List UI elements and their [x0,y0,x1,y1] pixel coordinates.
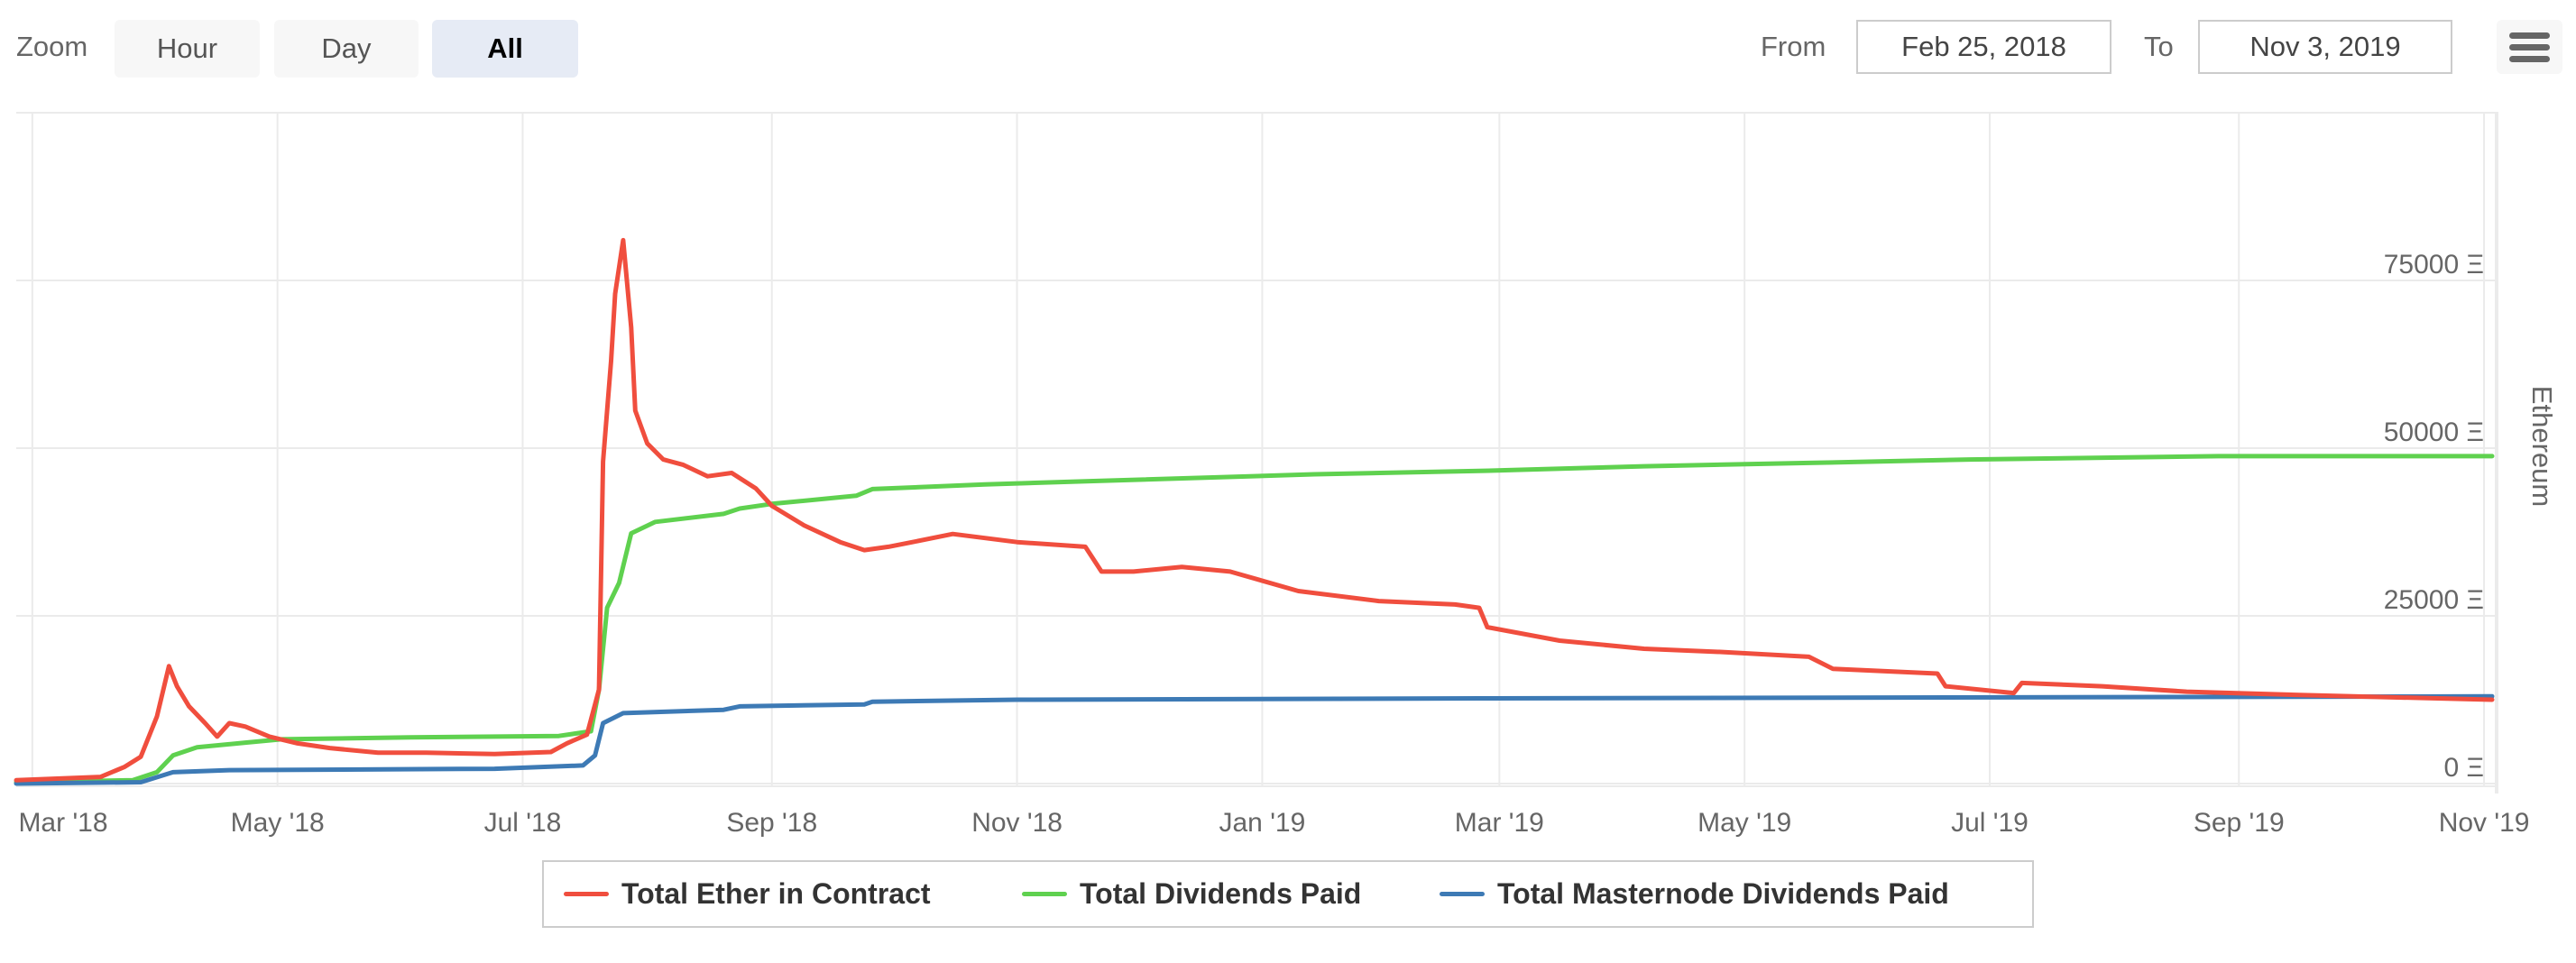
legend-swatch [564,892,609,896]
x-tick-label: Sep '18 [726,808,817,838]
x-tick-label: Mar '18 [18,808,107,838]
series-line-2[interactable] [14,693,2495,786]
hamburger-menu-icon [2509,44,2550,50]
chart-legend: Total Ether in Contract Total Dividends … [542,860,2034,928]
from-date-input[interactable] [1856,20,2111,74]
x-tick-label: Mar '19 [1455,808,1544,838]
legend-label: Total Dividends Paid [1080,877,1362,910]
legend-label: Total Ether in Contract [621,877,931,910]
legend-item-dividends-paid[interactable]: Total Dividends Paid [1022,862,1361,926]
y-axis-title: Ethereum [2526,386,2558,507]
x-tick-label: Jul '19 [1951,808,2029,838]
zoom-hour-button[interactable]: Hour [115,20,260,78]
y-tick-label: 25000 Ξ [2384,585,2484,615]
zoom-label: Zoom [16,31,88,62]
x-tick-label: Jan '19 [1219,808,1306,838]
hamburger-menu-icon [2509,32,2550,39]
x-tick-label: May '19 [1697,808,1791,838]
legend-item-ether-in-contract[interactable]: Total Ether in Contract [564,862,931,926]
series-line-1[interactable] [14,454,2495,784]
x-tick-label: May '18 [231,808,325,838]
x-tick-label: Nov '18 [971,808,1063,838]
y-tick-label: 75000 Ξ [2384,250,2484,280]
zoom-day-button[interactable]: Day [274,20,419,78]
to-label: To [2144,31,2174,62]
x-tick-label: Sep '19 [2194,808,2285,838]
x-tick-label: Nov '19 [2439,808,2530,838]
hamburger-menu-icon [2509,56,2550,62]
y-tick-label: 50000 Ξ [2384,417,2484,447]
legend-swatch [1440,892,1485,896]
legend-swatch [1022,892,1067,896]
from-label: From [1761,31,1826,62]
x-tick-label: Jul '18 [484,808,562,838]
legend-label: Total Masternode Dividends Paid [1497,877,1949,910]
series-line-0[interactable] [14,237,2495,783]
to-date-input[interactable] [2198,20,2452,74]
chart-menu-button[interactable] [2497,20,2562,74]
y-tick-label: 0 Ξ [2443,753,2484,783]
legend-item-masternode-dividends-paid[interactable]: Total Masternode Dividends Paid [1440,862,1949,926]
zoom-all-button[interactable]: All [432,20,578,78]
